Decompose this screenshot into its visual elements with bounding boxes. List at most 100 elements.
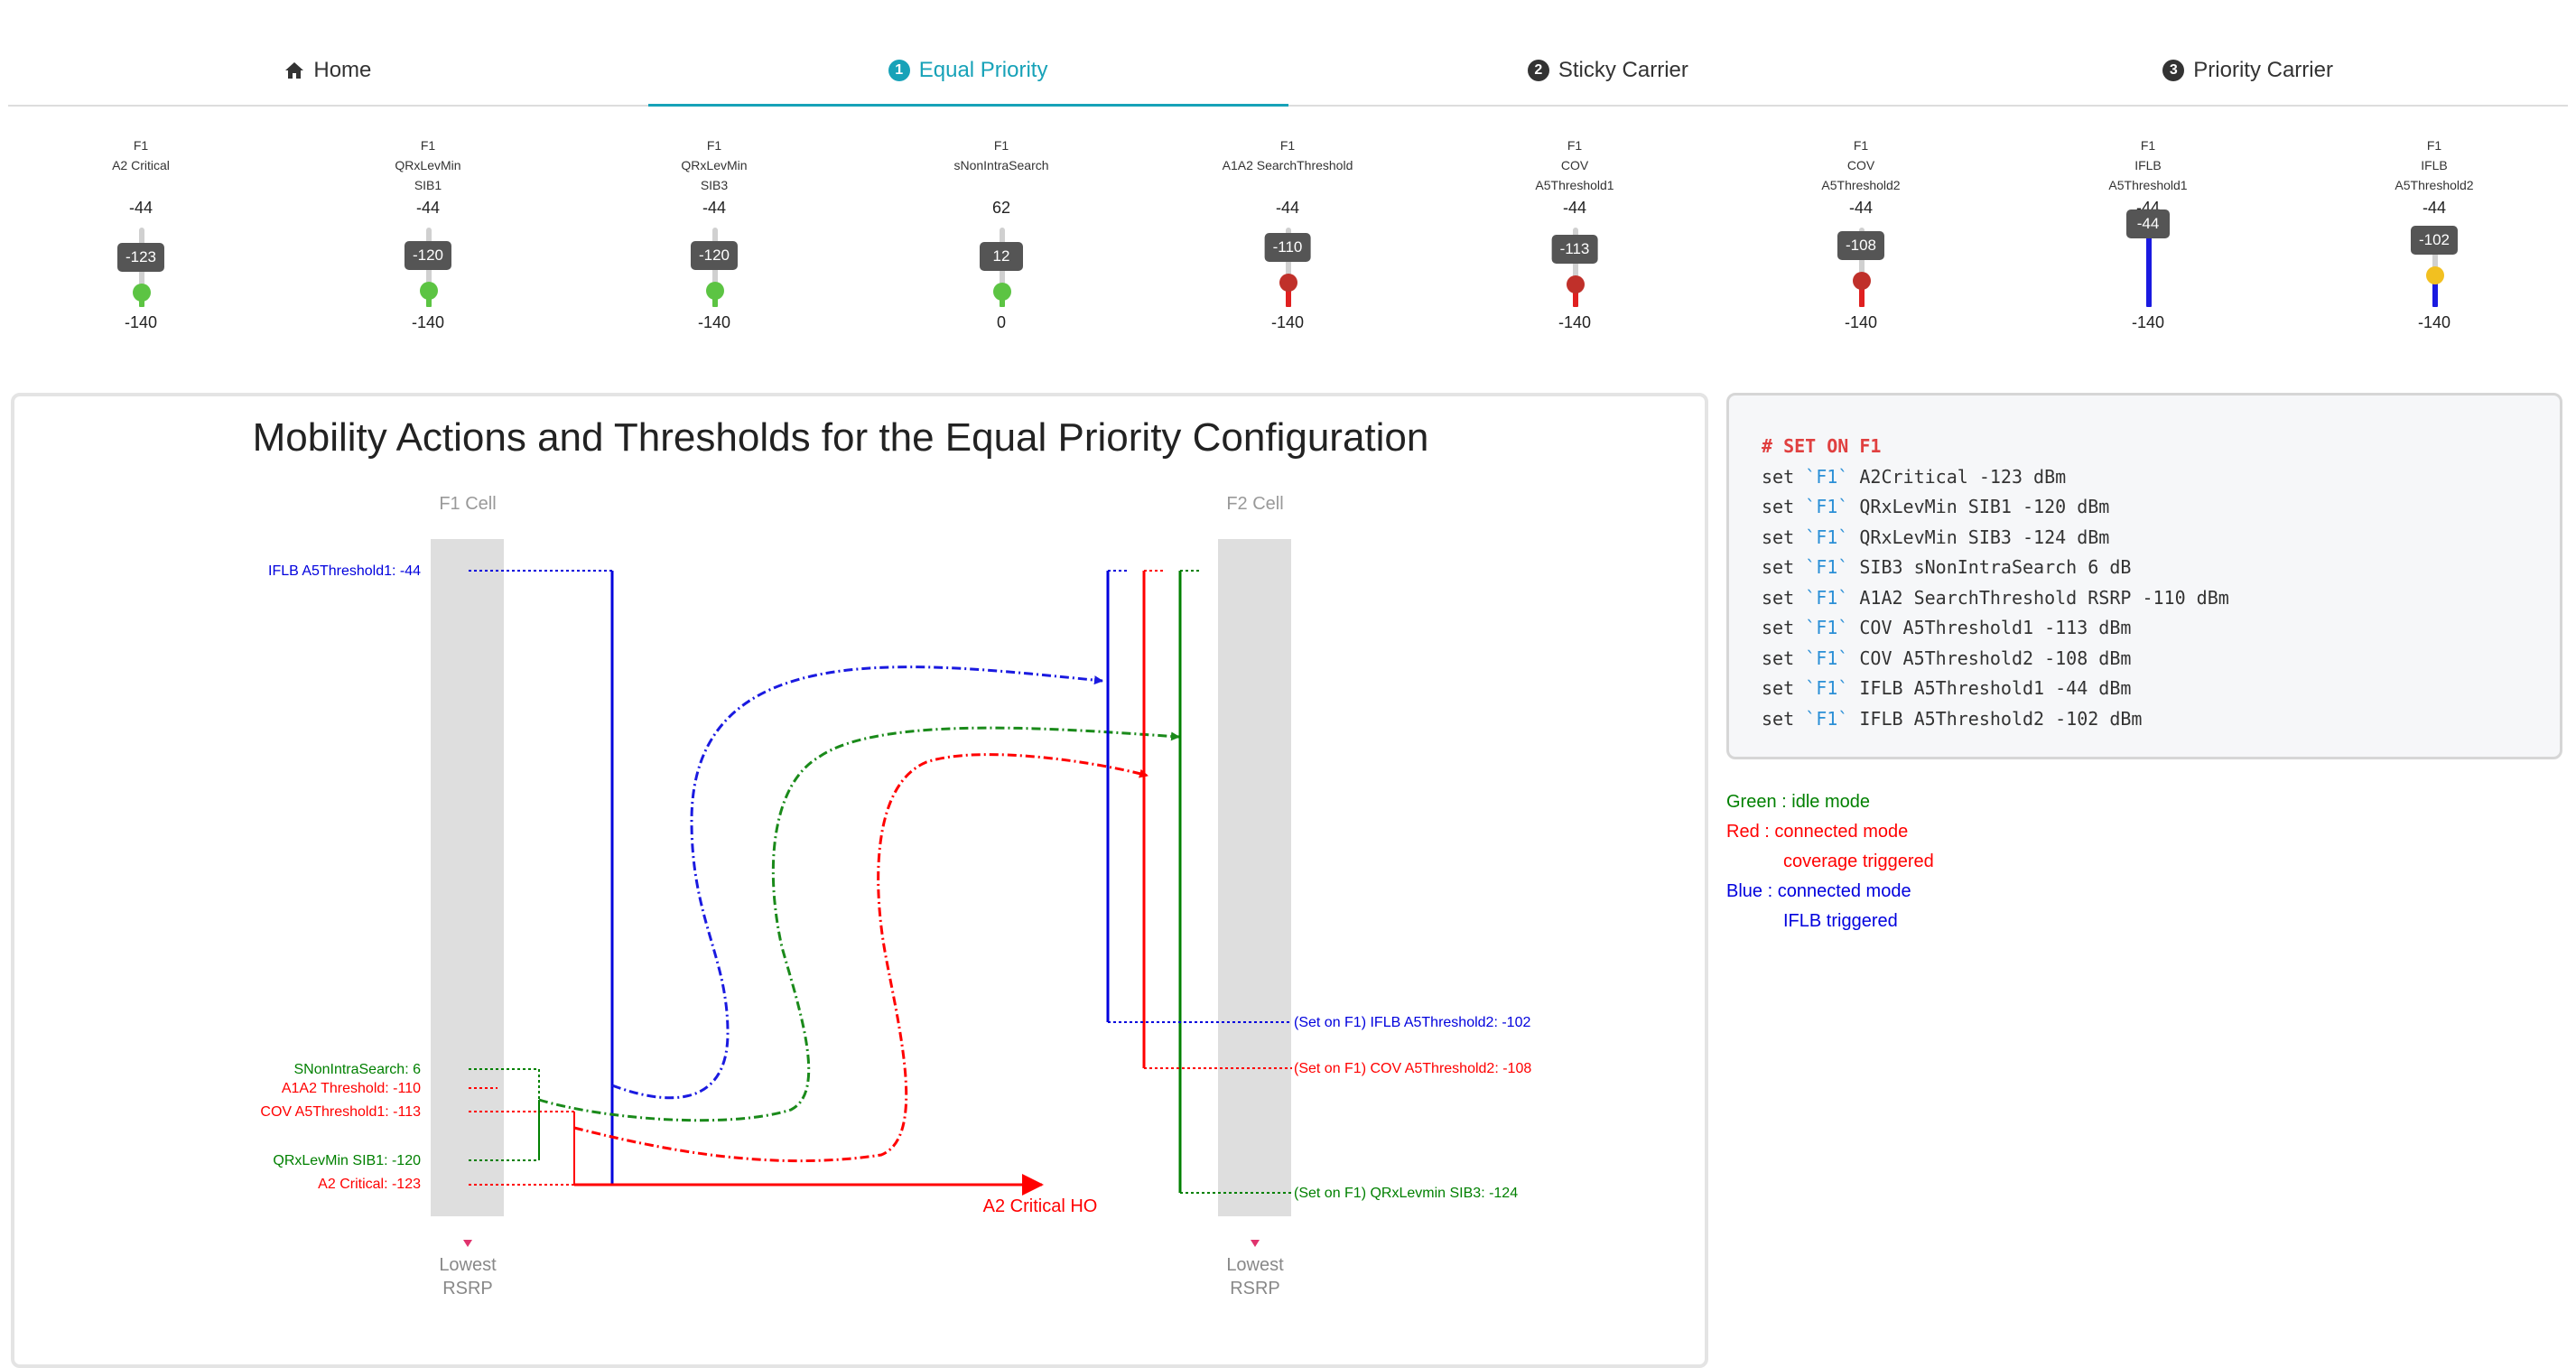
tab-priority-carrier[interactable]: 3 Priority Carrier [1928, 36, 2568, 105]
tab-equal-priority[interactable]: 1 Equal Priority [647, 36, 1288, 107]
f2-lowest-label: Lowest [1226, 1255, 1284, 1275]
f2-rsrp-label: RSRP [1230, 1279, 1280, 1298]
a1a2-threshold-label: A1A2 Threshold: -110 [282, 1081, 421, 1096]
slider-label-cell: F1 [1853, 138, 1869, 153]
f1-lowest-marker-icon [463, 1240, 472, 1247]
slider-value-tooltip: 12 [980, 241, 1023, 271]
code-line: set `F1` IFLB A5Threshold2 -102 dBm [1762, 704, 2527, 735]
code-line: set `F1` A2Critical -123 dBm [1762, 462, 2527, 493]
home-icon [284, 61, 304, 79]
tab-number-badge: 1 [888, 60, 910, 81]
legend-green: Green : idle mode [1726, 792, 1870, 812]
tab-sticky-carrier-label: Sticky Carrier [1558, 58, 1688, 82]
code-target: `F1` [1805, 707, 1849, 730]
tab-home[interactable]: Home [8, 36, 648, 105]
code-args: A2Critical -123 dBm [1848, 465, 2067, 488]
slider-handle[interactable] [1279, 273, 1297, 292]
qrxlevmin-sib3-label: (Set on F1) QRxLevmin SIB3: -124 [1294, 1186, 1518, 1201]
tab-priority-carrier-label: Priority Carrier [2193, 58, 2333, 82]
slider-max-label: -44 [128, 199, 153, 217]
idle-mobility-curve [538, 726, 1180, 1122]
slider-min-label: -140 [697, 313, 731, 331]
snonintrasearch-label: SNonIntraSearch: 6 [293, 1062, 421, 1077]
slider-min-label: -140 [411, 313, 445, 331]
slider-fill [2146, 228, 2152, 307]
slider-track[interactable] [1286, 228, 1291, 307]
a2-critical-label: A2 Critical: -123 [318, 1177, 421, 1192]
tab-sticky-carrier[interactable]: 2 Sticky Carrier [1288, 36, 1929, 105]
legend-red-detail: coverage triggered [1783, 852, 1934, 871]
code-keyword: set [1762, 586, 1806, 609]
code-target: `F1` [1805, 586, 1849, 609]
slider-handle[interactable] [2426, 266, 2444, 285]
slider-handle[interactable] [1853, 271, 1871, 290]
threshold-sliders: F1 A2 Critical -44 -140 -123 F1 QRxLevMin SIB1 -… [0, 135, 2576, 343]
slider-label-cell: F1 [420, 138, 436, 153]
coverage-mobility-curve [573, 753, 1149, 1163]
slider-label-param: QRxLevMin [395, 158, 461, 172]
slider-handle[interactable] [1567, 275, 1585, 294]
code-keyword: set [1762, 556, 1806, 578]
code-target: `F1` [1805, 556, 1849, 578]
slider-value-tooltip: -108 [1837, 230, 1885, 260]
code-line: set `F1` COV A5Threshold1 -113 dBm [1762, 613, 2527, 644]
code-comment: # SET ON F1 [1762, 435, 1882, 457]
slider-max-label: -44 [2422, 199, 2446, 217]
code-keyword: set [1762, 647, 1806, 669]
tab-equal-priority-label: Equal Priority [918, 58, 1048, 82]
tab-bar: Home 1 Equal Priority 2 Sticky Carrier 3… [8, 36, 2568, 107]
iflb-mobility-curve [611, 665, 1103, 1100]
code-lines: set `F1` A2Critical -123 dBm set `F1` QRx… [1762, 462, 2527, 735]
f1-cell-label: F1 Cell [439, 494, 496, 514]
slider-label-cell: F1 [1279, 138, 1296, 153]
slider-track[interactable] [1573, 228, 1578, 307]
a2-critical-ho-label: A2 Critical HO [983, 1196, 1098, 1216]
code-target: `F1` [1805, 526, 1849, 548]
slider-value-tooltip: -113 [1551, 235, 1598, 265]
code-keyword: set [1762, 526, 1806, 548]
f2-lowest-marker-icon [1251, 1240, 1260, 1247]
code-args: QRxLevMin SIB3 -124 dBm [1848, 526, 2110, 548]
slider-fill [2432, 275, 2438, 307]
slider-label-sub: A5Threshold2 [2395, 178, 2474, 192]
slider-label-param: QRxLevMin [681, 158, 748, 172]
slider-max-label: -44 [702, 199, 726, 217]
slider-label-param: IFLB [2134, 158, 2162, 172]
code-keyword: set [1762, 617, 1806, 638]
slider-handle[interactable] [993, 282, 1011, 301]
slider-handle[interactable] [420, 281, 438, 300]
slider-value-tooltip: -123 [116, 243, 165, 273]
f2-cell-bar [1218, 539, 1291, 1216]
slider-label-sub: SIB1 [414, 178, 442, 192]
slider-min-label: -140 [1844, 313, 1878, 331]
slider-label-param: sNonIntraSearch [953, 158, 1049, 172]
tab-number-badge: 2 [1527, 60, 1549, 81]
slider-label-param: COV [1560, 158, 1589, 172]
code-args: A1A2 SearchThreshold RSRP -110 dBm [1848, 586, 2229, 609]
slider-max-label: -44 [1848, 199, 1873, 217]
slider-label-cell: F1 [1567, 138, 1583, 153]
slider-handle[interactable] [133, 284, 151, 302]
slider-fill [1286, 282, 1291, 307]
slider-min-label: -140 [2417, 313, 2451, 331]
code-target: `F1` [1805, 496, 1849, 517]
legend-blue: Blue : connected mode [1726, 881, 1911, 901]
code-target: `F1` [1805, 465, 1849, 488]
f1-lowest-label: Lowest [439, 1255, 497, 1275]
slider-track[interactable] [1859, 228, 1865, 307]
code-line: set `F1` SIB3 sNonIntraSearch 6 dB [1762, 553, 2527, 583]
f1-rsrp-label: RSRP [442, 1279, 493, 1298]
qrxlevmin-sib1-label: QRxLevMin SIB1: -120 [273, 1153, 421, 1168]
code-args: SIB3 sNonIntraSearch 6 dB [1848, 556, 2132, 578]
legend-red: Red : connected mode [1726, 822, 1909, 842]
code-keyword: set [1762, 677, 1806, 699]
slider-value-tooltip: -120 [404, 240, 452, 270]
code-line: set `F1` COV A5Threshold2 -108 dBm [1762, 644, 2527, 675]
code-target: `F1` [1805, 617, 1849, 638]
legend-blue-detail: IFLB triggered [1783, 911, 1898, 931]
code-args: COV A5Threshold1 -113 dBm [1848, 617, 2132, 638]
slider-min-label: -140 [1558, 313, 1592, 331]
code-line: set `F1` IFLB A5Threshold1 -44 dBm [1762, 674, 2527, 704]
slider-handle[interactable] [706, 281, 724, 300]
slider-min-label: 0 [996, 313, 1006, 331]
